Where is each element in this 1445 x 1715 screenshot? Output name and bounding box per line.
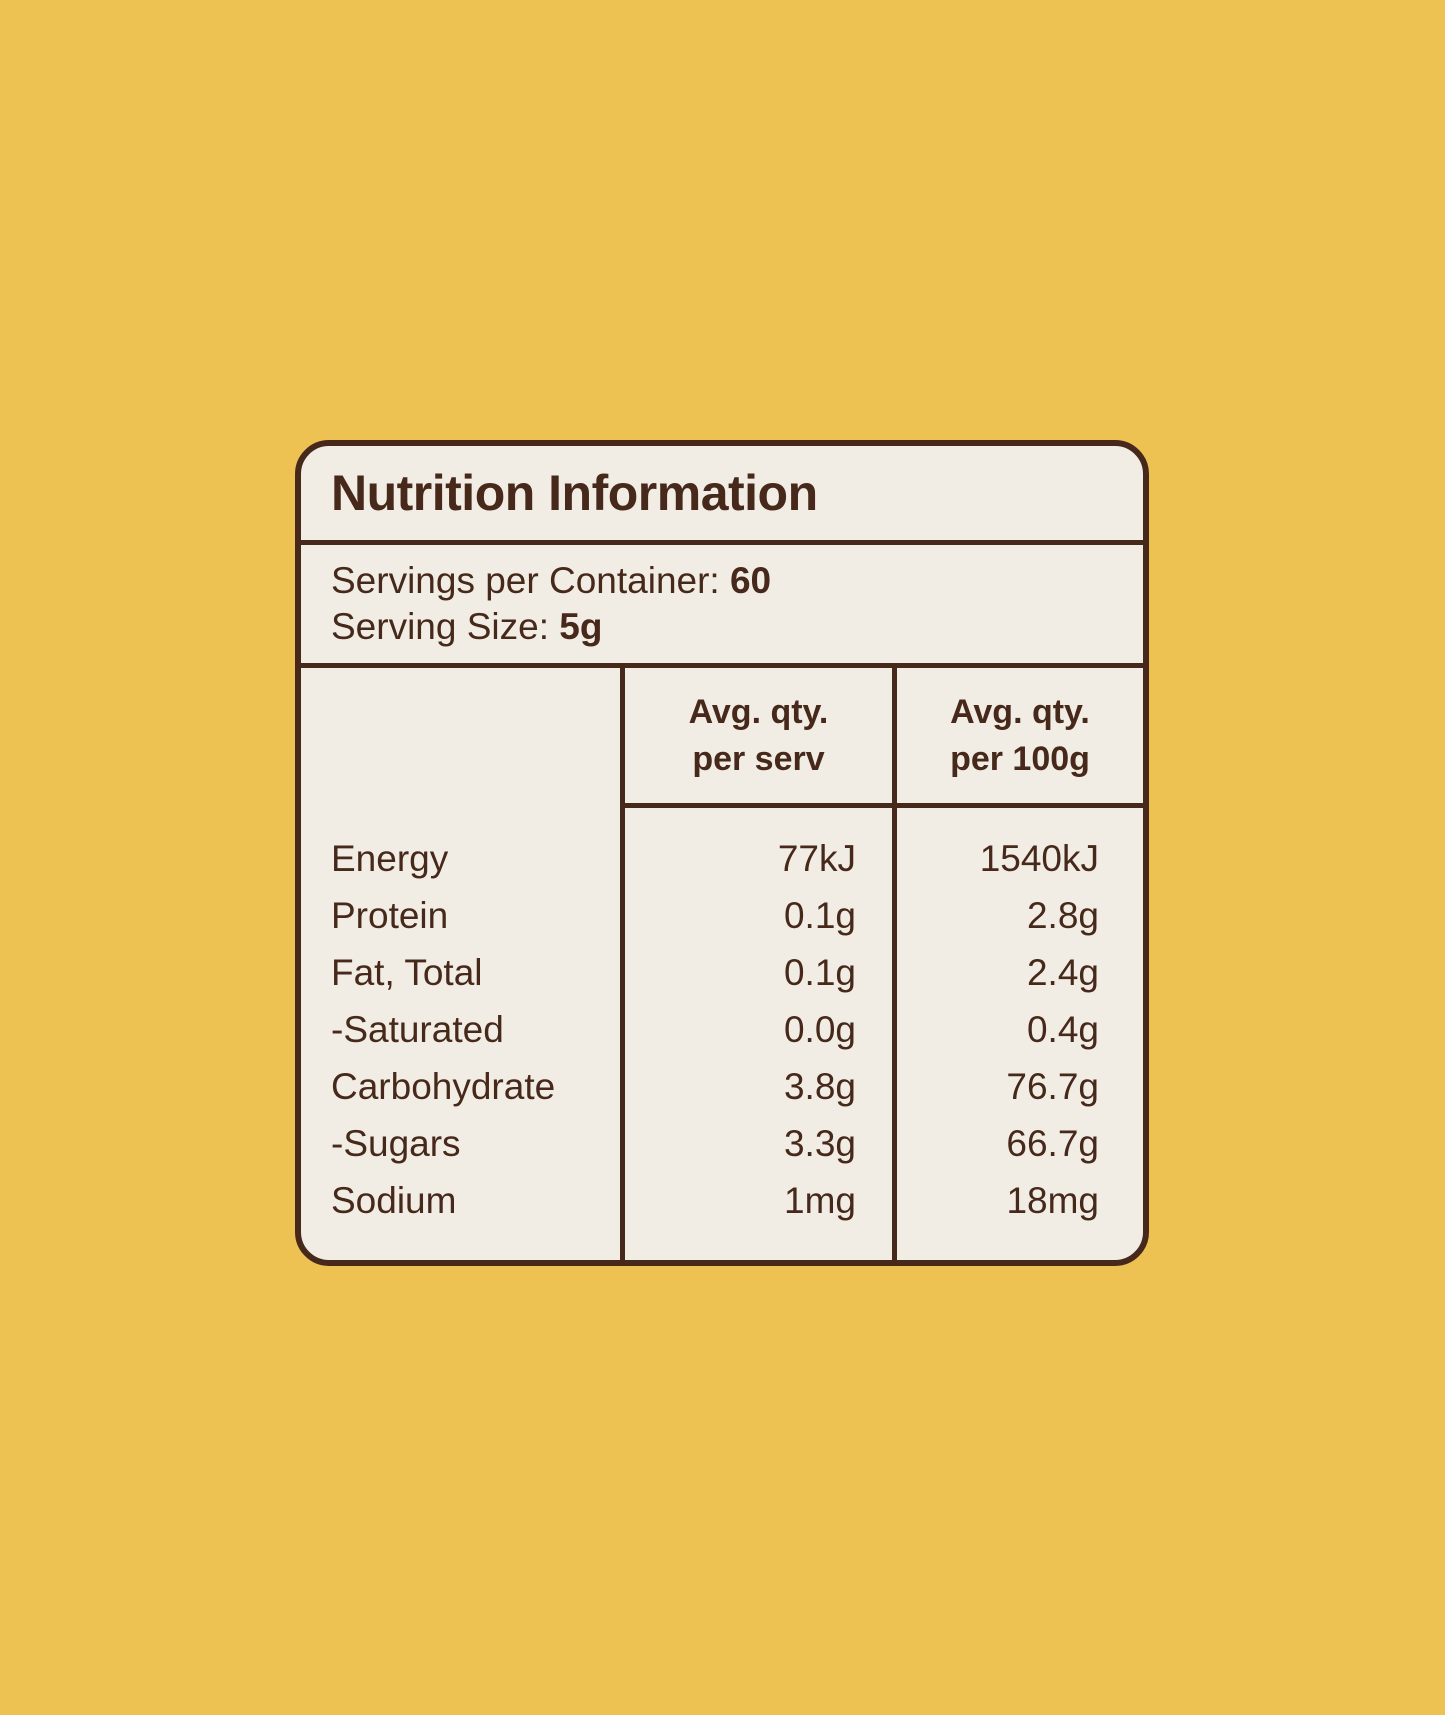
panel-title: Nutrition Information <box>331 465 818 521</box>
table-filler <box>892 1229 1143 1260</box>
nutrition-table: Avg. qty. per serv Avg. qty. per 100g En… <box>301 668 1143 1260</box>
servings-section: Servings per Container: 60 Serving Size:… <box>301 545 1143 668</box>
row-sodium-per-100g: 18mg <box>892 1172 1143 1229</box>
servings-per-container-value: 60 <box>729 560 772 601</box>
row-label-protein: Protein <box>331 894 449 936</box>
table-filler <box>620 1229 892 1260</box>
header-per-100g-line1: Avg. qty. <box>950 692 1090 731</box>
row-carbohydrate-per-serv: 3.8g <box>620 1058 892 1115</box>
header-per-100g: Avg. qty. per 100g <box>892 668 1143 808</box>
row-energy-per-100g: 1540kJ <box>892 830 1143 887</box>
row-fat-total-per-serv: 0.1g <box>620 944 892 1001</box>
row-label-fat-total: Fat, Total <box>331 951 483 993</box>
row-label-carbohydrate: Carbohydrate <box>331 1065 556 1107</box>
row-sodium-per-serv: 1mg <box>620 1172 892 1229</box>
row-saturated-per-serv: 0.0g <box>620 1001 892 1058</box>
row-label-sodium: Sodium <box>331 1179 457 1221</box>
row-sugars-per-serv: 3.3g <box>620 1115 892 1172</box>
table-filler <box>301 1229 620 1260</box>
row-saturated-per-100g: 0.4g <box>892 1001 1143 1058</box>
header-per-serv-line1: Avg. qty. <box>688 692 829 731</box>
serving-size-value: 5g <box>559 606 603 647</box>
row-energy-per-serv: 77kJ <box>620 830 892 887</box>
serving-size-line: Serving Size: 5g <box>331 604 1143 650</box>
table-spacer <box>892 808 1143 830</box>
row-label-energy: Energy <box>331 837 449 879</box>
row-carbohydrate-per-100g: 76.7g <box>892 1058 1143 1115</box>
row-fat-total-per-100g: 2.4g <box>892 944 1143 1001</box>
table-spacer <box>301 808 620 830</box>
header-per-100g-line2: per 100g <box>950 739 1090 778</box>
header-per-serv-line2: per serv <box>692 739 825 778</box>
panel-title-section: Nutrition Information <box>301 446 1143 545</box>
servings-per-container-label: Servings per Container: <box>331 560 720 601</box>
row-label-sugars: -Sugars <box>331 1122 461 1164</box>
header-empty-cell <box>301 668 620 808</box>
table-spacer <box>620 808 892 830</box>
nutrition-panel: Nutrition Information Servings per Conta… <box>295 440 1149 1266</box>
header-per-serv: Avg. qty. per serv <box>620 668 892 808</box>
serving-size-label: Serving Size: <box>331 606 549 647</box>
servings-per-container-line: Servings per Container: 60 <box>331 558 1143 604</box>
row-sugars-per-100g: 66.7g <box>892 1115 1143 1172</box>
row-label-saturated: -Saturated <box>331 1008 504 1050</box>
row-protein-per-serv: 0.1g <box>620 887 892 944</box>
row-protein-per-100g: 2.8g <box>892 887 1143 944</box>
